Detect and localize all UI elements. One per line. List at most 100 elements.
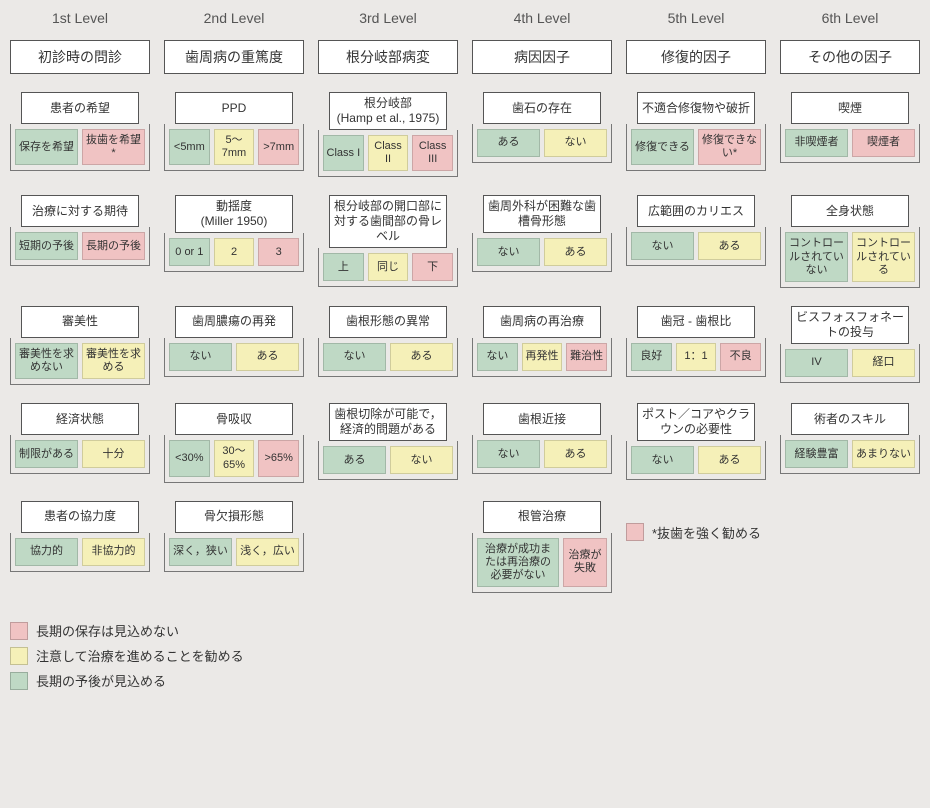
decision-unit-r2-c1: 歯周膿瘍の再発ないある xyxy=(164,306,304,385)
unit-options: 0 or 123 xyxy=(164,233,304,272)
decision-unit-r3-c3: 歯根近接ないある xyxy=(472,403,612,482)
unit-title: ポスト／コアやクラウンの必要性 xyxy=(637,403,755,441)
legend-row-2: 長期の予後が見込める xyxy=(10,671,920,690)
option-y: 非協力的 xyxy=(82,538,145,566)
option-y: ない xyxy=(544,129,607,157)
decision-unit-r1-c5: 全身状態コントロールされていないコントロールされている xyxy=(780,195,920,288)
legend-swatch xyxy=(10,622,28,640)
legend-label: 長期の予後が見込める xyxy=(36,671,166,690)
decision-unit-r4-c1: 骨欠損形態深く，狭い浅く，広い xyxy=(164,501,304,594)
decision-unit-r1-c0: 治療に対する期待短期の予後長期の予後 xyxy=(10,195,150,288)
unit-options: Class IClass IIClass III xyxy=(318,130,458,177)
decision-unit-r3-c0: 経済状態制限がある十分 xyxy=(10,403,150,482)
unit-title: 歯根切除が可能で，経済的問題がある xyxy=(329,403,447,441)
option-r: 治療が失敗 xyxy=(563,538,607,588)
unit-title: 骨欠損形態 xyxy=(175,501,293,533)
option-r: 難治性 xyxy=(566,343,607,371)
option-y: 同じ xyxy=(368,253,409,281)
unit-options: 良好1：1不良 xyxy=(626,338,766,377)
decision-unit-r0-c0: 患者の希望保存を希望抜歯を希望* xyxy=(10,92,150,177)
legend-swatch xyxy=(10,647,28,665)
option-g: 0 or 1 xyxy=(169,238,210,266)
unit-options: 協力的非協力的 xyxy=(10,533,150,572)
column-header-6: 6th Level xyxy=(780,10,920,26)
option-r: 修復できない* xyxy=(698,129,761,165)
option-r: >65% xyxy=(258,440,299,476)
unit-title: 治療に対する期待 xyxy=(21,195,139,227)
unit-title: 根分岐部(Hamp et al., 1975) xyxy=(329,92,447,130)
legend-row-0: 長期の保存は見込めない xyxy=(10,621,920,640)
level-box-6: その他の因子 xyxy=(780,40,920,74)
unit-options: ないある xyxy=(164,338,304,377)
decision-unit-r3-c1: 骨吸収<30%30～65%>65% xyxy=(164,403,304,482)
unit-options: 上同じ下 xyxy=(318,248,458,287)
option-r: >7mm xyxy=(258,129,299,165)
reco-text: *抜歯を強く勧める xyxy=(652,523,761,542)
level-box-5: 修復的因子 xyxy=(626,40,766,74)
option-g: ない xyxy=(631,446,694,474)
decision-unit-r0-c4: 不適合修復物や破折修復できる修復できない* xyxy=(626,92,766,177)
option-g: ない xyxy=(477,238,540,266)
unit-options: ないある xyxy=(472,435,612,474)
unit-title: 歯根形態の異常 xyxy=(329,306,447,338)
option-y: 審美性を求める xyxy=(82,343,145,379)
decision-unit-r2-c4: 歯冠 - 歯根比良好1：1不良 xyxy=(626,306,766,385)
decision-unit-r4-c3: 根管治療治療が成功または再治療の必要がない治療が失敗 xyxy=(472,501,612,594)
option-g: 協力的 xyxy=(15,538,78,566)
option-g: ある xyxy=(477,129,540,157)
legend-swatch xyxy=(10,672,28,690)
unit-title: 審美性 xyxy=(21,306,139,338)
unit-title: ビスフォスフォネートの投与 xyxy=(791,306,909,344)
unit-options: あるない xyxy=(472,124,612,163)
option-g: 経験豊富 xyxy=(785,440,848,468)
option-g: <5mm xyxy=(169,129,210,165)
decision-unit-r2-c2: 歯根形態の異常ないある xyxy=(318,306,458,385)
unit-title: 骨吸収 xyxy=(175,403,293,435)
option-y: コントロールされている xyxy=(852,232,915,282)
decision-unit-r2-c3: 歯周病の再治療ない再発性難治性 xyxy=(472,306,612,385)
option-y: 再発性 xyxy=(522,343,563,371)
unit-options: <5mm5～7mm>7mm xyxy=(164,124,304,171)
unit-title: 経済状態 xyxy=(21,403,139,435)
option-y: ない xyxy=(390,446,453,474)
decision-unit-r2-c5: ビスフォスフォネートの投与IV経口 xyxy=(780,306,920,385)
option-g: ない xyxy=(477,343,518,371)
option-y: ある xyxy=(544,238,607,266)
unit-title: 歯周外科が困難な歯槽骨形態 xyxy=(483,195,601,233)
unit-options: ないある xyxy=(626,441,766,480)
option-g: 治療が成功または再治療の必要がない xyxy=(477,538,559,588)
unit-title: 歯周病の再治療 xyxy=(483,306,601,338)
unit-options: ないある xyxy=(626,227,766,266)
unit-title: PPD xyxy=(175,92,293,124)
option-y: ある xyxy=(544,440,607,468)
option-g: 保存を希望 xyxy=(15,129,78,165)
unit-title: 全身状態 xyxy=(791,195,909,227)
column-header-4: 4th Level xyxy=(472,10,612,26)
option-g: ない xyxy=(631,232,694,260)
option-g: ある xyxy=(323,446,386,474)
unit-title: 喫煙 xyxy=(791,92,909,124)
decision-unit-r0-c2: 根分岐部(Hamp et al., 1975)Class IClass IICl… xyxy=(318,92,458,177)
decision-unit-r0-c5: 喫煙非喫煙者喫煙者 xyxy=(780,92,920,177)
level-box-4: 病因因子 xyxy=(472,40,612,74)
unit-options: コントロールされていないコントロールされている xyxy=(780,227,920,288)
option-g: 短期の予後 xyxy=(15,232,78,260)
option-r: 長期の予後 xyxy=(82,232,145,260)
decision-unit-r1-c3: 歯周外科が困難な歯槽骨形態ないある xyxy=(472,195,612,288)
unit-options: 審美性を求めない審美性を求める xyxy=(10,338,150,385)
unit-title: 歯石の存在 xyxy=(483,92,601,124)
unit-title: 広範囲のカリエス xyxy=(637,195,755,227)
decision-unit-r4-c0: 患者の協力度協力的非協力的 xyxy=(10,501,150,594)
level-box-2: 歯周病の重篤度 xyxy=(164,40,304,74)
unit-options: 制限がある十分 xyxy=(10,435,150,474)
option-y: 1：1 xyxy=(676,343,717,371)
unit-options: 保存を希望抜歯を希望* xyxy=(10,124,150,171)
option-g: 制限がある xyxy=(15,440,78,468)
unit-title: 患者の協力度 xyxy=(21,501,139,533)
option-y: ある xyxy=(390,343,453,371)
option-g: ない xyxy=(477,440,540,468)
option-y: ある xyxy=(698,232,761,260)
unit-title: 根管治療 xyxy=(483,501,601,533)
unit-title: 歯根近接 xyxy=(483,403,601,435)
option-g: <30% xyxy=(169,440,210,476)
